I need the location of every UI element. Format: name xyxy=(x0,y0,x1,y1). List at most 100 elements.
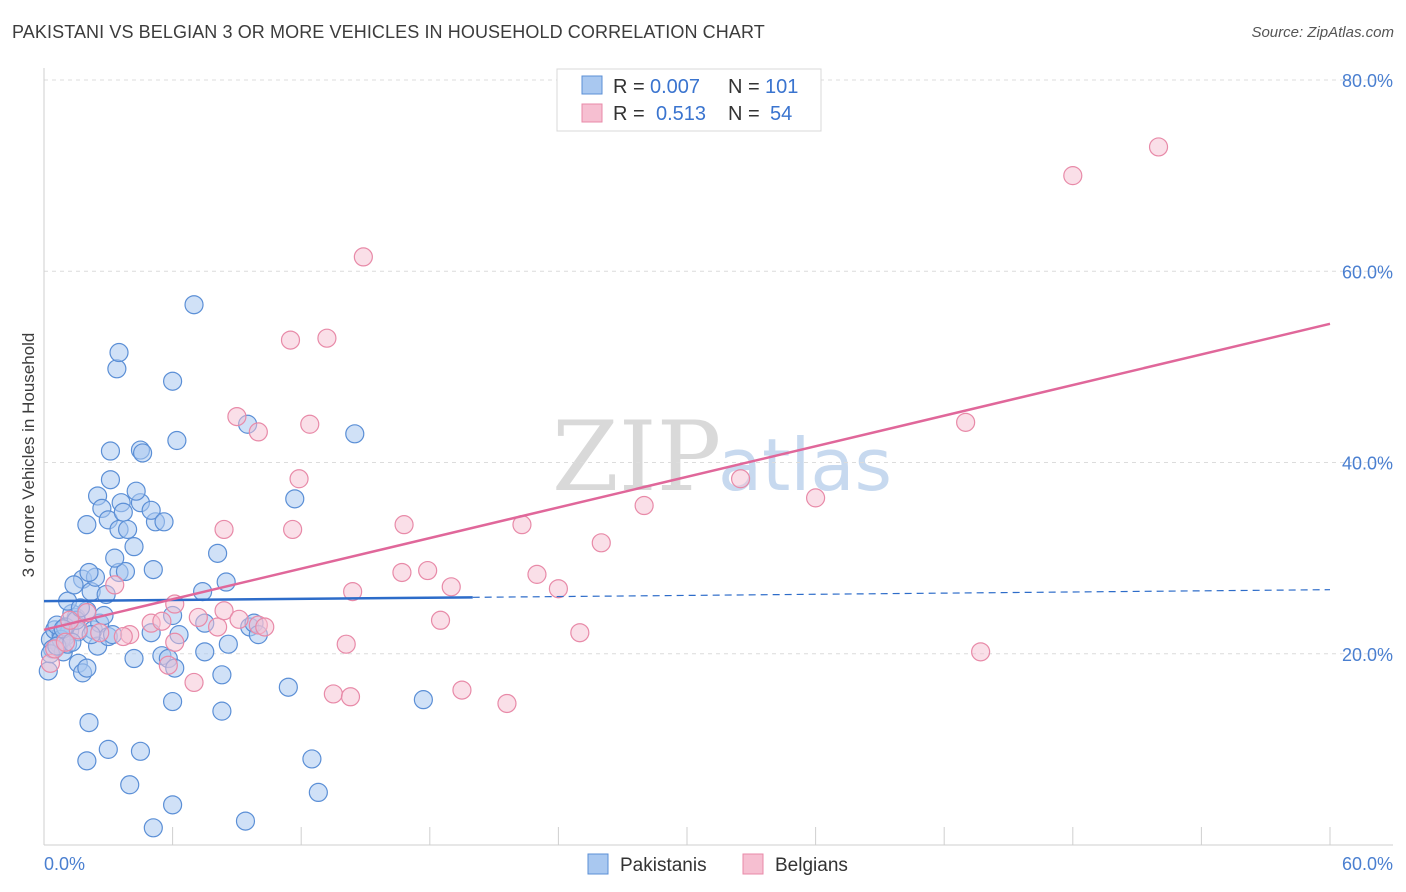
point-pakistanis xyxy=(132,443,153,463)
point-pakistanis xyxy=(163,691,183,712)
point-pakistanis xyxy=(77,515,97,535)
point-belgians xyxy=(152,611,172,631)
legend-n-value-2: 54 xyxy=(770,103,792,125)
point-belgians xyxy=(60,610,80,630)
trend-line-pakistanis-extension xyxy=(472,589,1331,598)
point-belgians xyxy=(452,680,472,700)
trend-line-belgians xyxy=(43,322,1331,632)
y-tick-label: 20.0% xyxy=(1342,645,1393,665)
point-belgians xyxy=(280,330,301,350)
belgians-points xyxy=(40,137,1169,714)
point-belgians xyxy=(229,609,249,629)
y-axis-label: 3 or more Vehicles in Household xyxy=(19,333,38,578)
legend-n-value-1: 101 xyxy=(765,76,798,98)
point-belgians xyxy=(527,564,547,584)
bottom-legend-label-belgians: Belgians xyxy=(775,855,848,876)
point-belgians xyxy=(158,655,178,675)
point-belgians xyxy=(77,603,97,623)
point-pakistanis xyxy=(77,751,97,771)
point-belgians xyxy=(188,607,208,628)
legend-swatch-belgians xyxy=(581,103,603,123)
y-tick-label: 40.0% xyxy=(1342,454,1393,474)
watermark-zip: ZIP xyxy=(552,401,721,513)
point-pakistanis xyxy=(163,795,183,815)
bottom-legend-swatch-belgians xyxy=(742,853,764,875)
point-belgians xyxy=(248,422,268,442)
point-belgians xyxy=(497,693,517,714)
axes xyxy=(43,68,1393,846)
point-pakistanis xyxy=(184,295,204,315)
point-belgians xyxy=(214,519,234,540)
point-belgians xyxy=(283,519,303,540)
point-pakistanis xyxy=(308,782,328,803)
x-tick-label-min: 0.0% xyxy=(44,854,85,874)
point-pakistanis xyxy=(124,537,144,557)
point-pakistanis xyxy=(167,430,187,451)
point-pakistanis xyxy=(79,562,99,583)
bottom-legend: Pakistanis Belgians xyxy=(587,853,848,876)
point-belgians xyxy=(113,626,133,647)
point-belgians xyxy=(214,601,234,621)
point-belgians xyxy=(418,560,438,581)
point-pakistanis xyxy=(105,548,125,568)
top-legend: R = 0.007 N = 101 R = 0.513 N = 54 xyxy=(556,68,822,132)
point-belgians xyxy=(165,632,185,652)
point-pakistanis xyxy=(141,500,161,520)
point-belgians xyxy=(1063,166,1083,186)
point-belgians xyxy=(430,610,451,630)
point-belgians xyxy=(394,515,414,535)
point-pakistanis xyxy=(302,749,322,769)
point-belgians xyxy=(90,623,110,643)
point-pakistanis xyxy=(117,519,138,540)
legend-r-label-1: R = xyxy=(613,76,645,98)
point-pakistanis xyxy=(212,701,232,721)
legend-r-value-1: 0.007 xyxy=(650,76,700,98)
point-pakistanis xyxy=(113,502,133,522)
point-belgians xyxy=(971,642,991,662)
point-pakistanis xyxy=(100,470,121,490)
point-belgians xyxy=(730,469,751,489)
point-belgians xyxy=(591,533,611,553)
point-pakistanis xyxy=(109,342,129,363)
point-pakistanis xyxy=(154,512,174,532)
point-belgians xyxy=(289,469,309,489)
point-pakistanis xyxy=(163,371,183,391)
point-belgians xyxy=(300,414,320,434)
point-belgians xyxy=(184,672,204,693)
point-belgians xyxy=(255,617,275,637)
point-pakistanis xyxy=(212,665,232,685)
point-pakistanis xyxy=(124,648,144,669)
point-belgians xyxy=(105,575,125,595)
bottom-legend-label-pakistanis: Pakistanis xyxy=(620,855,707,876)
chart-title: PAKISTANI VS BELGIAN 3 OR MORE VEHICLES … xyxy=(12,22,765,42)
point-pakistanis xyxy=(64,575,84,595)
legend-n-label-2: N = xyxy=(728,103,760,125)
trend-lines xyxy=(43,322,1331,632)
point-pakistanis xyxy=(345,424,365,444)
point-pakistanis xyxy=(107,359,127,379)
point-belgians xyxy=(55,632,76,652)
point-pakistanis xyxy=(208,543,228,563)
point-pakistanis xyxy=(235,811,256,831)
y-tick-label: 60.0% xyxy=(1342,262,1393,282)
point-pakistanis xyxy=(195,642,215,662)
point-belgians xyxy=(227,407,247,427)
point-pakistanis xyxy=(143,818,163,838)
point-belgians xyxy=(805,488,826,508)
point-belgians xyxy=(634,495,654,516)
point-belgians xyxy=(548,579,569,599)
x-tick-label-max: 60.0% xyxy=(1342,854,1393,874)
point-pakistanis xyxy=(100,441,121,461)
point-pakistanis xyxy=(218,634,238,654)
point-pakistanis xyxy=(278,677,298,697)
point-pakistanis xyxy=(120,775,140,795)
point-belgians xyxy=(340,687,361,707)
watermark-atlas: atlas xyxy=(718,423,892,507)
source-label: Source: ZipAtlas.com xyxy=(1251,24,1394,41)
point-belgians xyxy=(323,684,343,704)
point-belgians xyxy=(956,412,976,432)
bottom-legend-swatch-pakistanis xyxy=(587,853,609,875)
point-pakistanis xyxy=(126,481,146,501)
pakistanis-points xyxy=(38,295,433,838)
point-pakistanis xyxy=(115,561,136,582)
